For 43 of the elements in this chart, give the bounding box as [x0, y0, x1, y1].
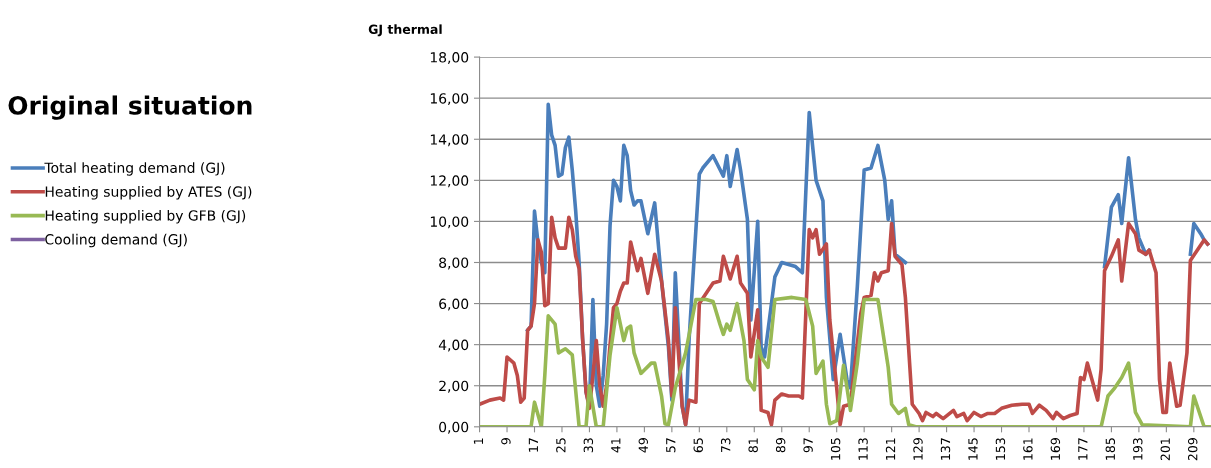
- y-tick-label: 0,00: [439, 421, 469, 434]
- x-tick-label: 33: [583, 438, 594, 453]
- x-tick-label: 57: [666, 438, 676, 453]
- x-tick-label: 89: [775, 438, 786, 453]
- x-tick-label: 41: [611, 438, 621, 453]
- y-tick-label: 16,00: [430, 93, 469, 106]
- x-tick-label: 193: [1133, 438, 1143, 460]
- y-tick-label: 4,00: [438, 339, 469, 352]
- y-tick-label: 12,00: [430, 175, 469, 188]
- legend-label: Total heating demand (GJ): [44, 162, 225, 176]
- x-tick-label: 17: [528, 438, 538, 452]
- x-tick-label: 145: [968, 438, 978, 460]
- x-tick-label: 153: [995, 438, 1006, 460]
- x-tick-label: 25: [556, 438, 566, 453]
- x-tick-label: 1: [473, 438, 484, 444]
- y-axis-title: GJ thermal: [368, 24, 442, 37]
- legend-label: Heating supplied by ATES (GJ): [45, 186, 252, 200]
- x-tick-label: 49: [638, 438, 649, 453]
- x-tick-label: 209: [1188, 438, 1198, 461]
- x-tick-label: 113: [858, 438, 868, 460]
- legend-label: Cooling demand (GJ): [45, 233, 187, 248]
- x-tick-label: 105: [830, 438, 841, 460]
- legend-label: Heating supplied by GFB (GJ): [45, 209, 246, 224]
- y-tick-label: 14,00: [430, 134, 469, 147]
- x-tick-label: 201: [1160, 438, 1170, 461]
- x-tick-label: 137: [940, 438, 951, 460]
- y-tick-label: 10,00: [430, 216, 469, 229]
- y-tick-label: 2,00: [439, 380, 469, 393]
- x-tick-label: 81: [748, 438, 758, 453]
- x-tick-label: 129: [913, 438, 923, 460]
- x-tick-label: 177: [1078, 438, 1088, 460]
- x-tick-label: 65: [693, 438, 703, 453]
- text: Original situation: [8, 95, 252, 120]
- y-tick-label: 8,00: [439, 257, 469, 270]
- x-tick-label: 97: [803, 438, 813, 453]
- x-tick-label: 169: [1050, 438, 1061, 460]
- x-tick-label: 185: [1105, 438, 1116, 460]
- y-tick-label: 18,00: [430, 52, 469, 64]
- x-tick-label: 121: [885, 438, 896, 460]
- y-tick-label: 6,00: [439, 298, 469, 311]
- x-tick-label: 73: [720, 438, 731, 453]
- x-tick-label: 9: [501, 438, 511, 445]
- x-tick-label: 161: [1023, 438, 1033, 460]
